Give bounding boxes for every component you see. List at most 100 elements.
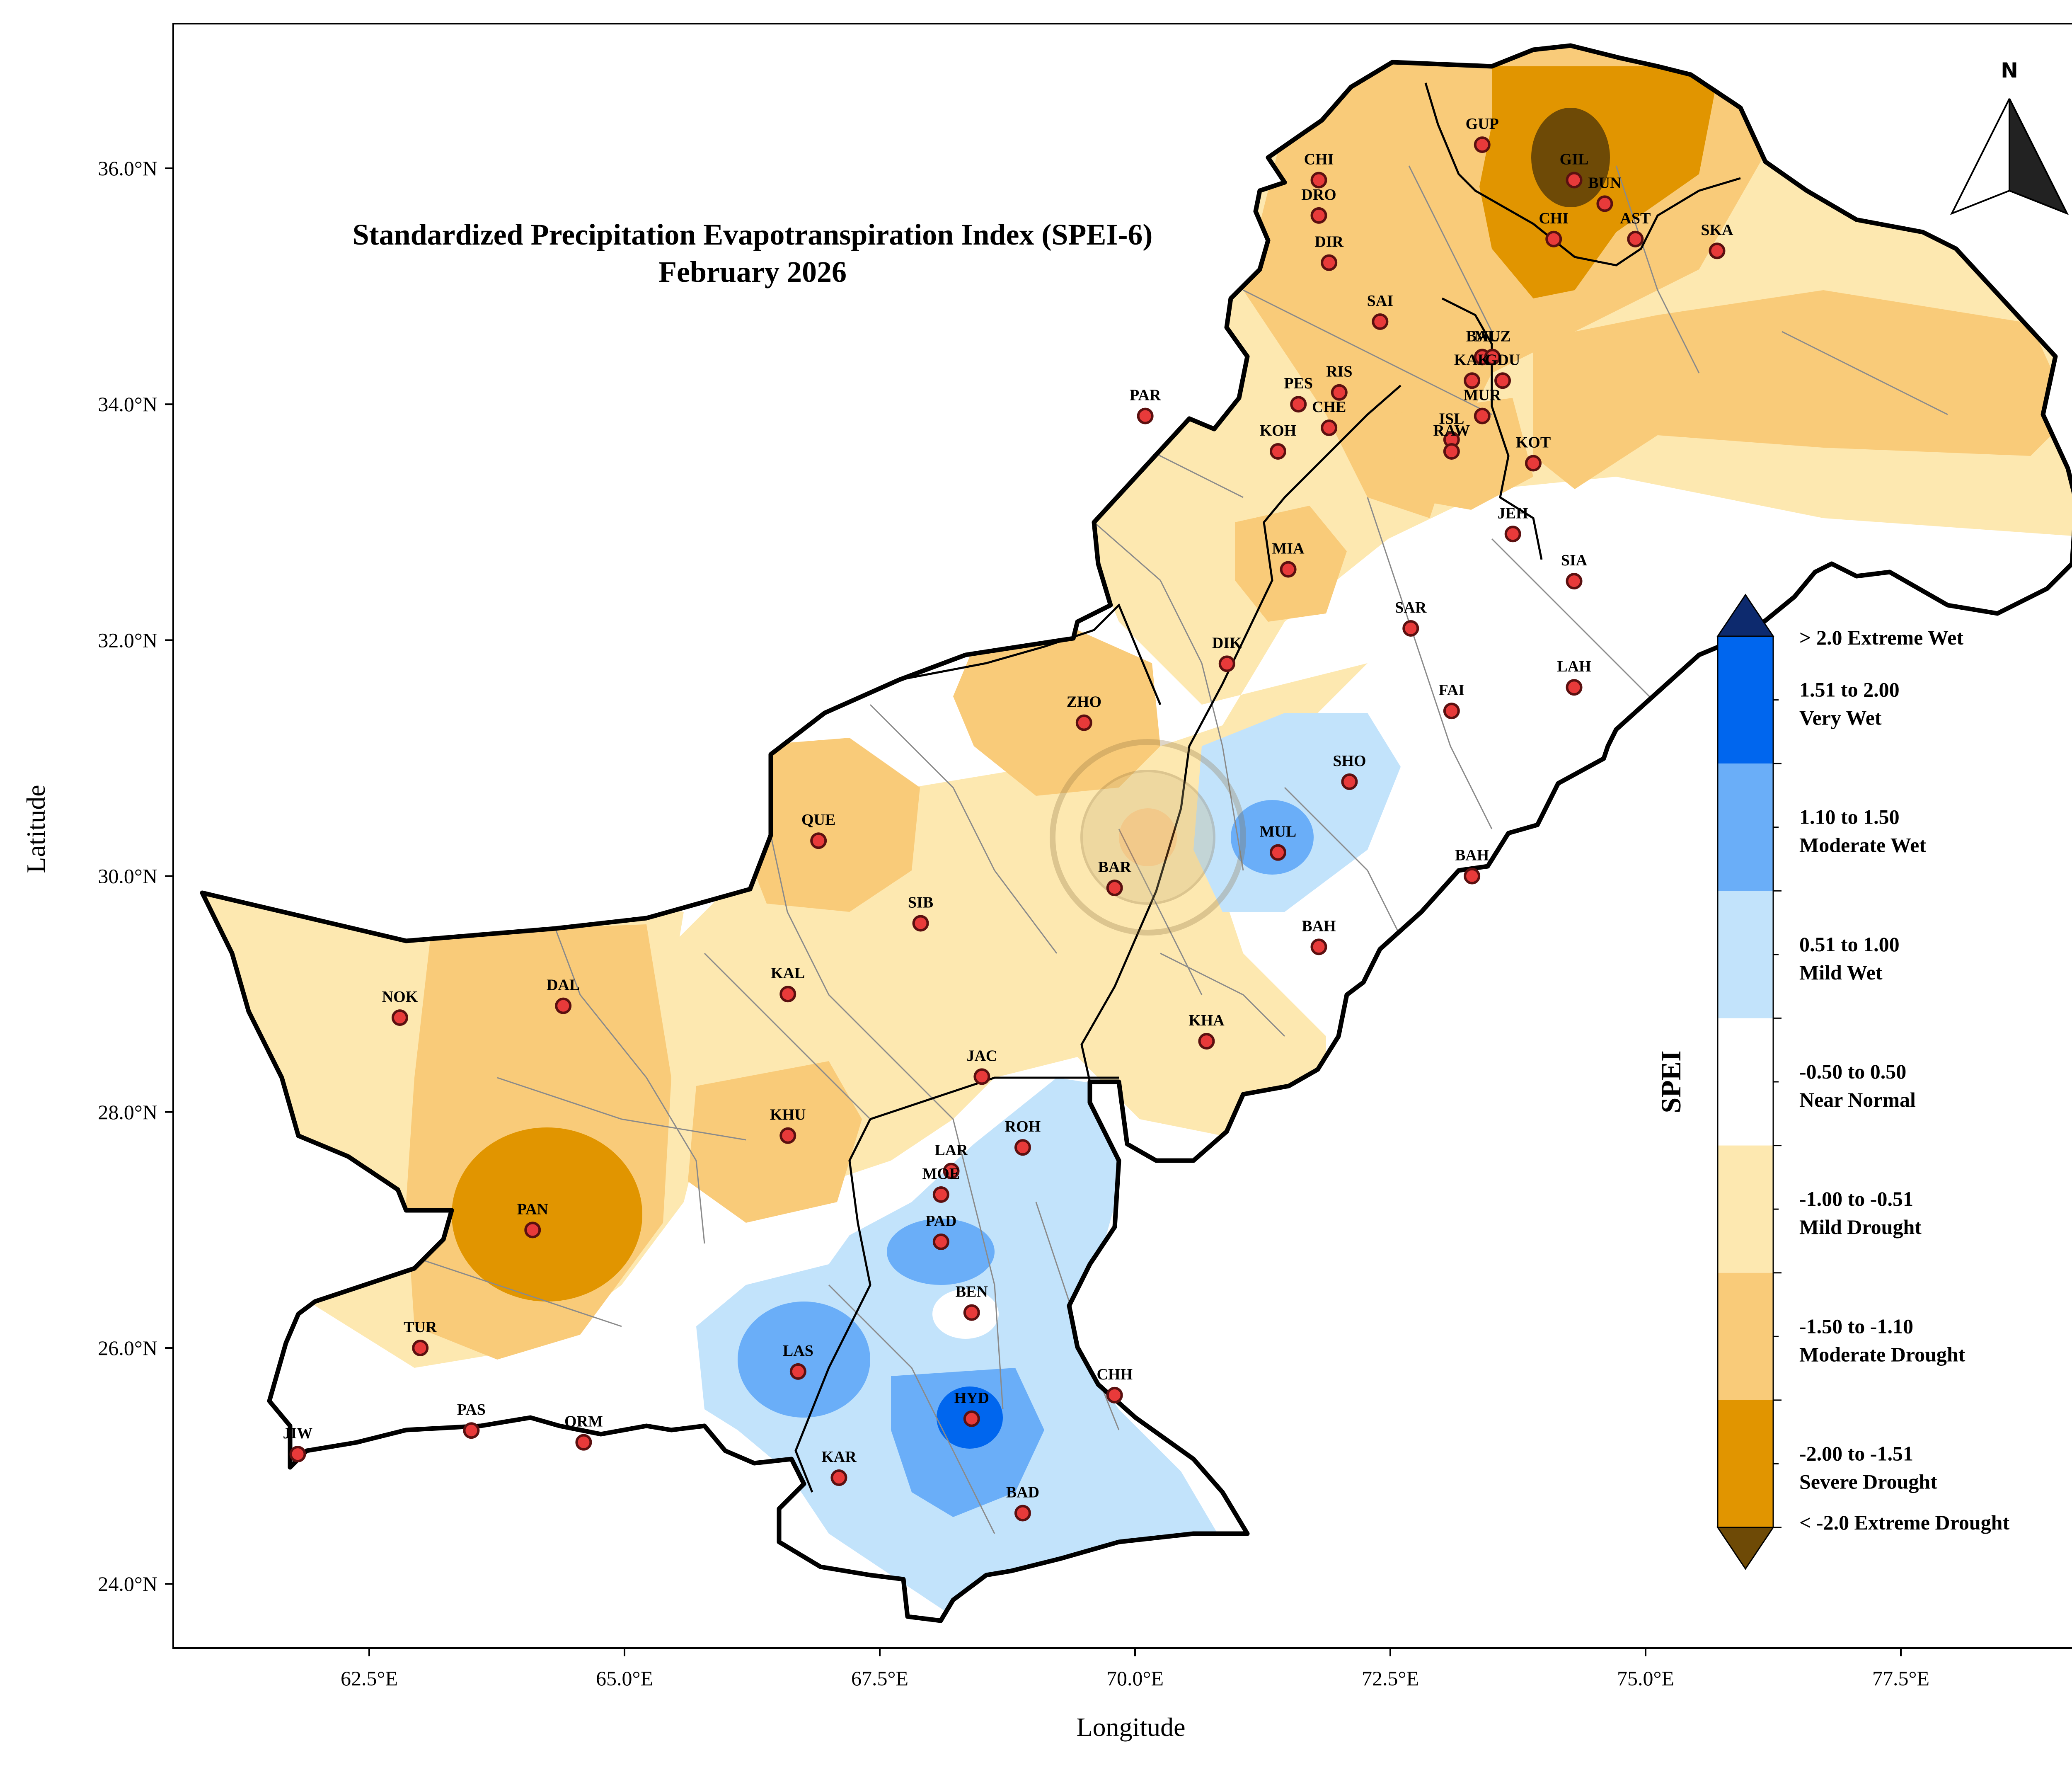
station-label: NOK (382, 988, 418, 1006)
station-marker (1494, 372, 1511, 389)
y-tick-label: 26.0°N (98, 1336, 157, 1360)
x-ticks: 62.5°E 65.0°E 67.5°E 70.0°E 72.5°E 75.0°E 77.5… (341, 1648, 1929, 1690)
colorbar-classes: 1.51 to 2.00 Very Wet 1.10 to 1.50 Moderate… (1718, 636, 1965, 1528)
moderate-drought-zone-khuzdar (688, 1061, 862, 1223)
station-label: BAH (1302, 917, 1336, 935)
station-marker (932, 1186, 949, 1203)
station-marker (963, 1410, 980, 1427)
pmd-watermark-logo (1050, 739, 1246, 936)
station-label: KOH (1260, 422, 1297, 439)
x-tick-label: 75.0°E (1617, 1667, 1674, 1690)
colorbar-class-range: -1.50 to -1.10 (1799, 1314, 1913, 1338)
station-marker (1402, 620, 1419, 637)
severe-drought-zone-panjgur (452, 1127, 642, 1302)
station-label: ORM (564, 1413, 603, 1430)
colorbar-bottom-label: < -2.0 Extreme Drought (1799, 1511, 2009, 1534)
station-label: BEN (956, 1283, 988, 1301)
station-marker (1290, 396, 1307, 413)
colorbar-title: SPEI (1655, 1050, 1687, 1113)
station-label: LAS (783, 1342, 813, 1360)
station-label: SKA (1701, 221, 1733, 239)
station-marker (1484, 349, 1501, 366)
moderate-drought-zone-potwar (1388, 398, 1533, 510)
station-marker (1014, 1139, 1031, 1156)
y-tick-label: 28.0°N (98, 1100, 157, 1124)
station-label: QUE (801, 811, 835, 829)
station-marker (830, 1469, 847, 1486)
station-marker (1014, 1505, 1031, 1522)
station-label: KAL (771, 965, 805, 982)
station-label: MUZ (1474, 327, 1511, 345)
station-marker (1218, 655, 1235, 672)
station-label: DAL (547, 977, 580, 994)
station-label: BUN (1588, 174, 1621, 191)
station-label: DIK (1212, 634, 1242, 652)
colorbar-swatch (1718, 891, 1773, 1018)
colorbar-swatch (1718, 1145, 1773, 1273)
station-marker (1627, 230, 1644, 247)
colorbar-class-name: Very Wet (1799, 706, 1882, 730)
station-marker (1341, 773, 1358, 790)
colorbar-swatch (1718, 1273, 1773, 1400)
station-marker (963, 1304, 980, 1321)
station-marker (789, 1363, 806, 1380)
x-axis-label: Longitude (1076, 1712, 1185, 1742)
station-marker (1280, 561, 1297, 578)
station-marker (1464, 868, 1481, 885)
station-label: CHE (1312, 398, 1346, 416)
station-label: GDU (1485, 351, 1520, 368)
station-marker (1310, 207, 1327, 224)
station-marker (1566, 679, 1583, 696)
colorbar-swatch (1718, 764, 1773, 891)
ajk-boundary (1441, 297, 1543, 560)
station-label: RAW (1433, 422, 1470, 439)
station-marker (1525, 455, 1542, 472)
spei-colorbar: 1.51 to 2.00 Very Wet 1.10 to 1.50 Moderate… (1655, 594, 2009, 1570)
moderate-drought-zone-northeast (1533, 290, 2072, 489)
sindh-boundary (870, 1076, 1119, 1120)
station-marker (412, 1340, 429, 1356)
station-label: CHI (1304, 150, 1334, 168)
colorbar-class-name: Near Normal (1799, 1088, 1916, 1111)
station-marker (1474, 407, 1491, 424)
station-marker (1075, 714, 1092, 731)
station-marker (1372, 313, 1389, 330)
station-marker (1464, 372, 1481, 389)
station-marker (1709, 242, 1726, 259)
colorbar-top-label: > 2.0 Extreme Wet (1799, 626, 1963, 649)
colorbar-class-name: Mild Wet (1799, 961, 1883, 984)
station-label: CHH (1097, 1366, 1133, 1383)
colorbar-class-name: Moderate Drought (1799, 1343, 1965, 1366)
station-label: BAR (1098, 858, 1132, 876)
station-label: SIB (908, 894, 933, 911)
station-label: JAC (966, 1047, 997, 1064)
station-marker (524, 1222, 541, 1239)
station-marker (779, 1127, 796, 1144)
station-label: BAD (1006, 1483, 1039, 1501)
y-tick-label: 34.0°N (98, 393, 157, 416)
station-marker (1566, 573, 1583, 590)
station-label: KHU (770, 1106, 806, 1124)
station-marker (1137, 407, 1154, 424)
colorbar-class-range: -1.00 to -0.51 (1799, 1187, 1913, 1210)
station-marker (1321, 419, 1338, 436)
station-marker (1596, 195, 1613, 212)
station-label: GIL (1560, 150, 1589, 168)
station-label: AST (1620, 210, 1651, 227)
station-label: TUR (404, 1319, 437, 1336)
gb-kp-boundary (1424, 82, 1741, 267)
y-axis-label: Latitude (21, 785, 51, 873)
station-marker (391, 1009, 408, 1026)
colorbar-swatch (1718, 1400, 1773, 1527)
station-marker (1198, 1033, 1215, 1050)
colorbar-class-name: Moderate Wet (1799, 834, 1926, 857)
station-label: DIR (1314, 233, 1343, 251)
station-marker (463, 1422, 480, 1439)
station-label: ISL (1439, 410, 1464, 428)
station-label: BAL (1466, 327, 1498, 345)
station-marker (1566, 172, 1583, 189)
moderate-wet-zone-lasbela (738, 1302, 870, 1418)
station-label: PAD (925, 1212, 956, 1230)
colorbar-class-range: 1.10 to 1.50 (1799, 805, 1900, 829)
